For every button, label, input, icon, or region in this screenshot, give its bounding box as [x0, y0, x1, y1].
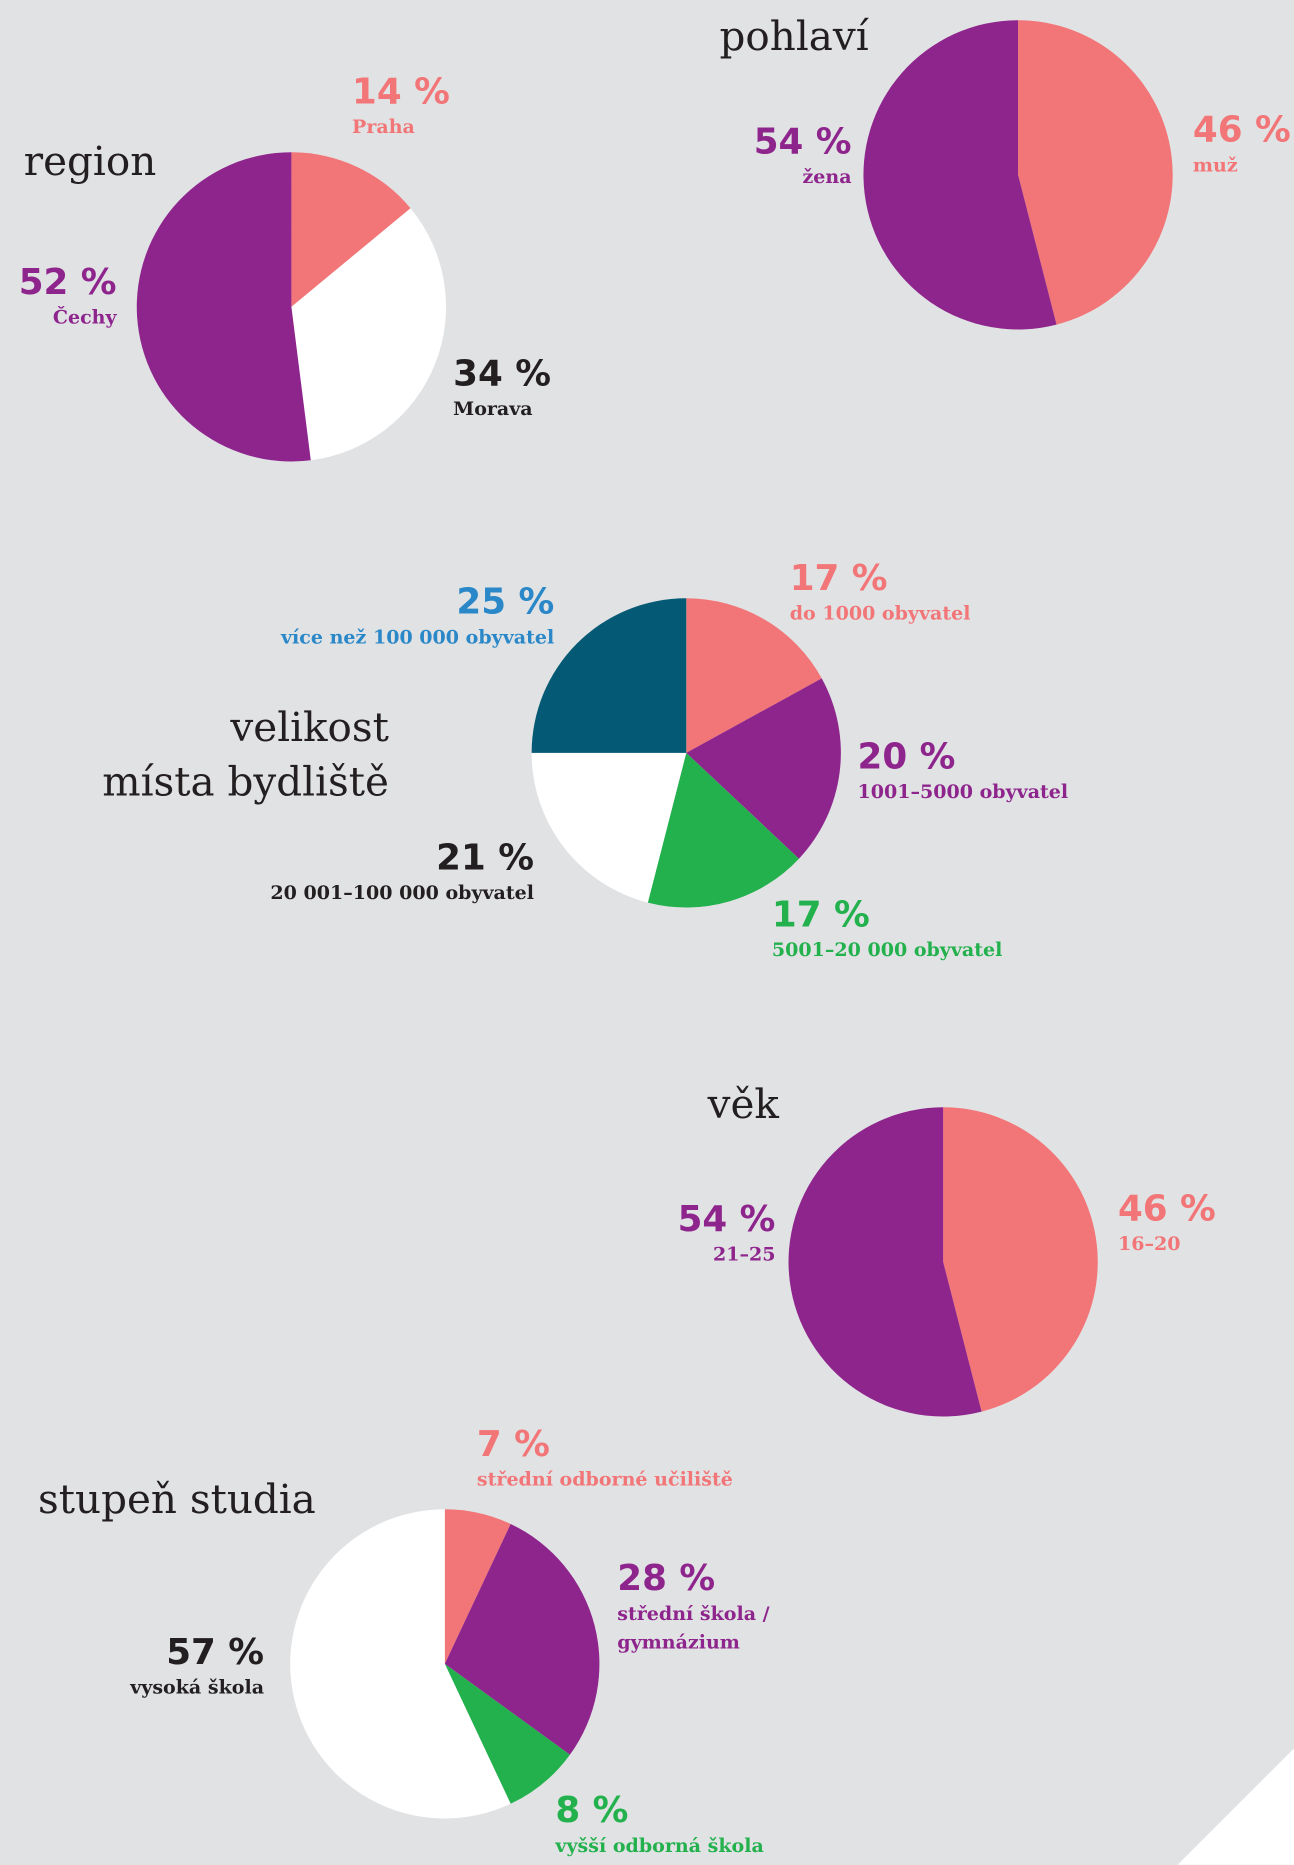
pie-slice: [444, 1523, 600, 1755]
slice-label: 17 % 5001–20 000 obyvatel: [771, 894, 1003, 965]
chart-title: velikost místa bydliště: [102, 704, 389, 807]
category-label: muž: [1192, 153, 1238, 177]
category-label: 21–25: [712, 1242, 776, 1266]
pie-slice: [291, 152, 411, 307]
pie-slice: [686, 678, 841, 859]
value-label: 54 %: [753, 121, 852, 163]
category-label: více než 100 000 obyvatel: [280, 625, 555, 649]
value-label: 17 %: [771, 894, 870, 937]
value-label: 54 %: [677, 1198, 776, 1241]
value-label: 28 %: [617, 1558, 716, 1600]
slice-label: 7 % střední odborné učiliště: [476, 1423, 733, 1494]
value-label: 52 %: [18, 261, 117, 304]
category-label: 1001–5000 obyvatel: [857, 780, 1069, 803]
category-label: 16–20: [1117, 1232, 1181, 1255]
slice-label: 28 % střední škola / gymnázium: [617, 1559, 769, 1657]
pie-slice: [444, 1663, 570, 1804]
value-label: 14 %: [352, 71, 450, 113]
slice-label: 54 % žena: [753, 121, 852, 192]
category-label: střední odborné učiliště: [476, 1467, 733, 1491]
category-label: 20 001–100 000 obyvatel: [270, 881, 535, 904]
pie-slice: [531, 752, 687, 903]
value-label: 46 %: [1192, 109, 1291, 152]
slice-label: 54 % 21–25: [677, 1198, 776, 1269]
value-label: 57 %: [166, 1631, 265, 1674]
value-label: 21 %: [436, 837, 535, 879]
pie-slice: [291, 208, 447, 461]
pie-slice: [531, 598, 687, 753]
category-label: do 1000 obyvatel: [789, 601, 971, 625]
slice-label: 21 % 20 001–100 000 obyvatel: [270, 838, 534, 907]
pie-slice: [444, 1509, 511, 1664]
chart-title: věk: [707, 1081, 779, 1129]
slice-label: 46 % 16–20: [1118, 1189, 1216, 1258]
pie-slice: [788, 1107, 982, 1417]
category-label: Čechy: [52, 305, 117, 329]
slice-label: 20 % 1001–5000 obyvatel: [858, 737, 1069, 806]
value-label: 34 %: [453, 353, 551, 395]
category-label: Morava: [453, 397, 533, 420]
category-label: vyšší odborná škola: [555, 1833, 764, 1857]
pie-slice: [1018, 20, 1173, 325]
pie-slice: [686, 598, 822, 753]
value-label: 20 %: [857, 736, 956, 778]
pie-slice: [290, 1509, 511, 1819]
value-label: 8 %: [555, 1789, 629, 1832]
slice-label: 17 % do 1000 obyvatel: [789, 557, 971, 628]
pie-slice: [863, 20, 1057, 330]
slice-label: 57 % vysoká škola: [130, 1631, 265, 1702]
category-label: žena: [802, 165, 852, 188]
pie-slice: [647, 752, 799, 908]
chart-title: pohlaví: [719, 13, 869, 61]
slice-label: 25 % více než 100 000 obyvatel: [280, 581, 555, 652]
slice-label: 14 % Praha: [352, 71, 450, 142]
pie-slice: [136, 152, 311, 462]
value-label: 25 %: [456, 581, 555, 624]
value-label: 17 %: [789, 557, 888, 600]
slice-label: 34 % Morava: [453, 354, 551, 423]
category-label: vysoká škola: [130, 1675, 265, 1699]
chart-title: region: [23, 137, 157, 186]
slice-label: 46 % muž: [1192, 109, 1291, 180]
pie-slice: [943, 1107, 1098, 1412]
slice-label: 8 % vyšší odborná škola: [555, 1791, 763, 1860]
value-label: 46 %: [1117, 1188, 1216, 1230]
chart-title: stupeň studia: [38, 1475, 316, 1524]
category-label: střední škola / gymnázium: [617, 1602, 770, 1654]
value-label: 7 %: [476, 1423, 550, 1466]
corner-decoration: [1177, 1748, 1294, 1865]
category-label: 5001–20 000 obyvatel: [771, 938, 1003, 961]
slice-label: 52 % Čechy: [18, 261, 117, 332]
category-label: Praha: [352, 115, 415, 138]
